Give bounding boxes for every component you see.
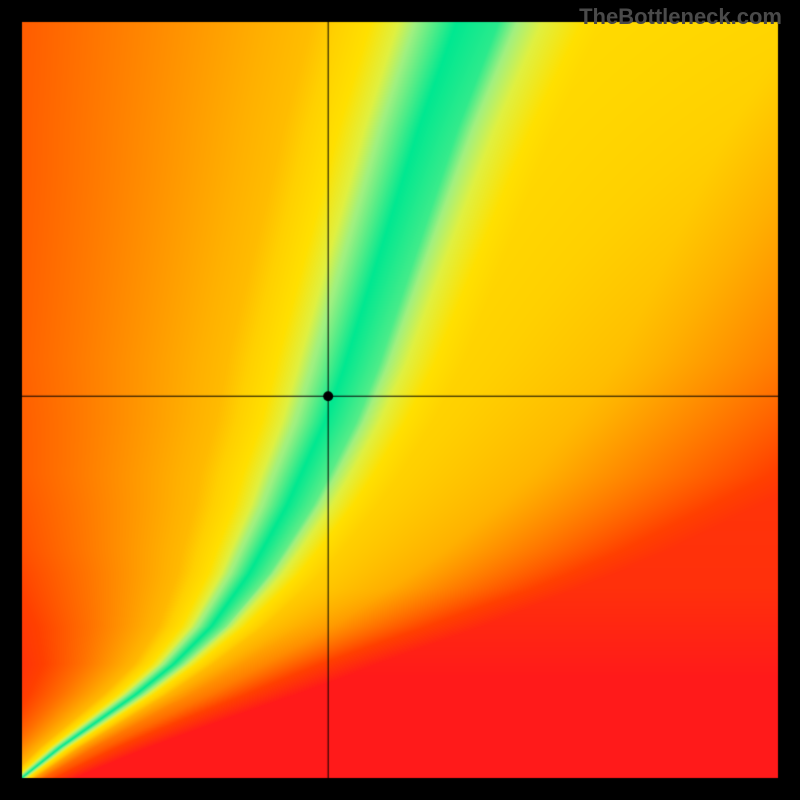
watermark-text: TheBottleneck.com <box>579 4 782 30</box>
bottleneck-heatmap <box>0 0 800 800</box>
chart-container: TheBottleneck.com <box>0 0 800 800</box>
